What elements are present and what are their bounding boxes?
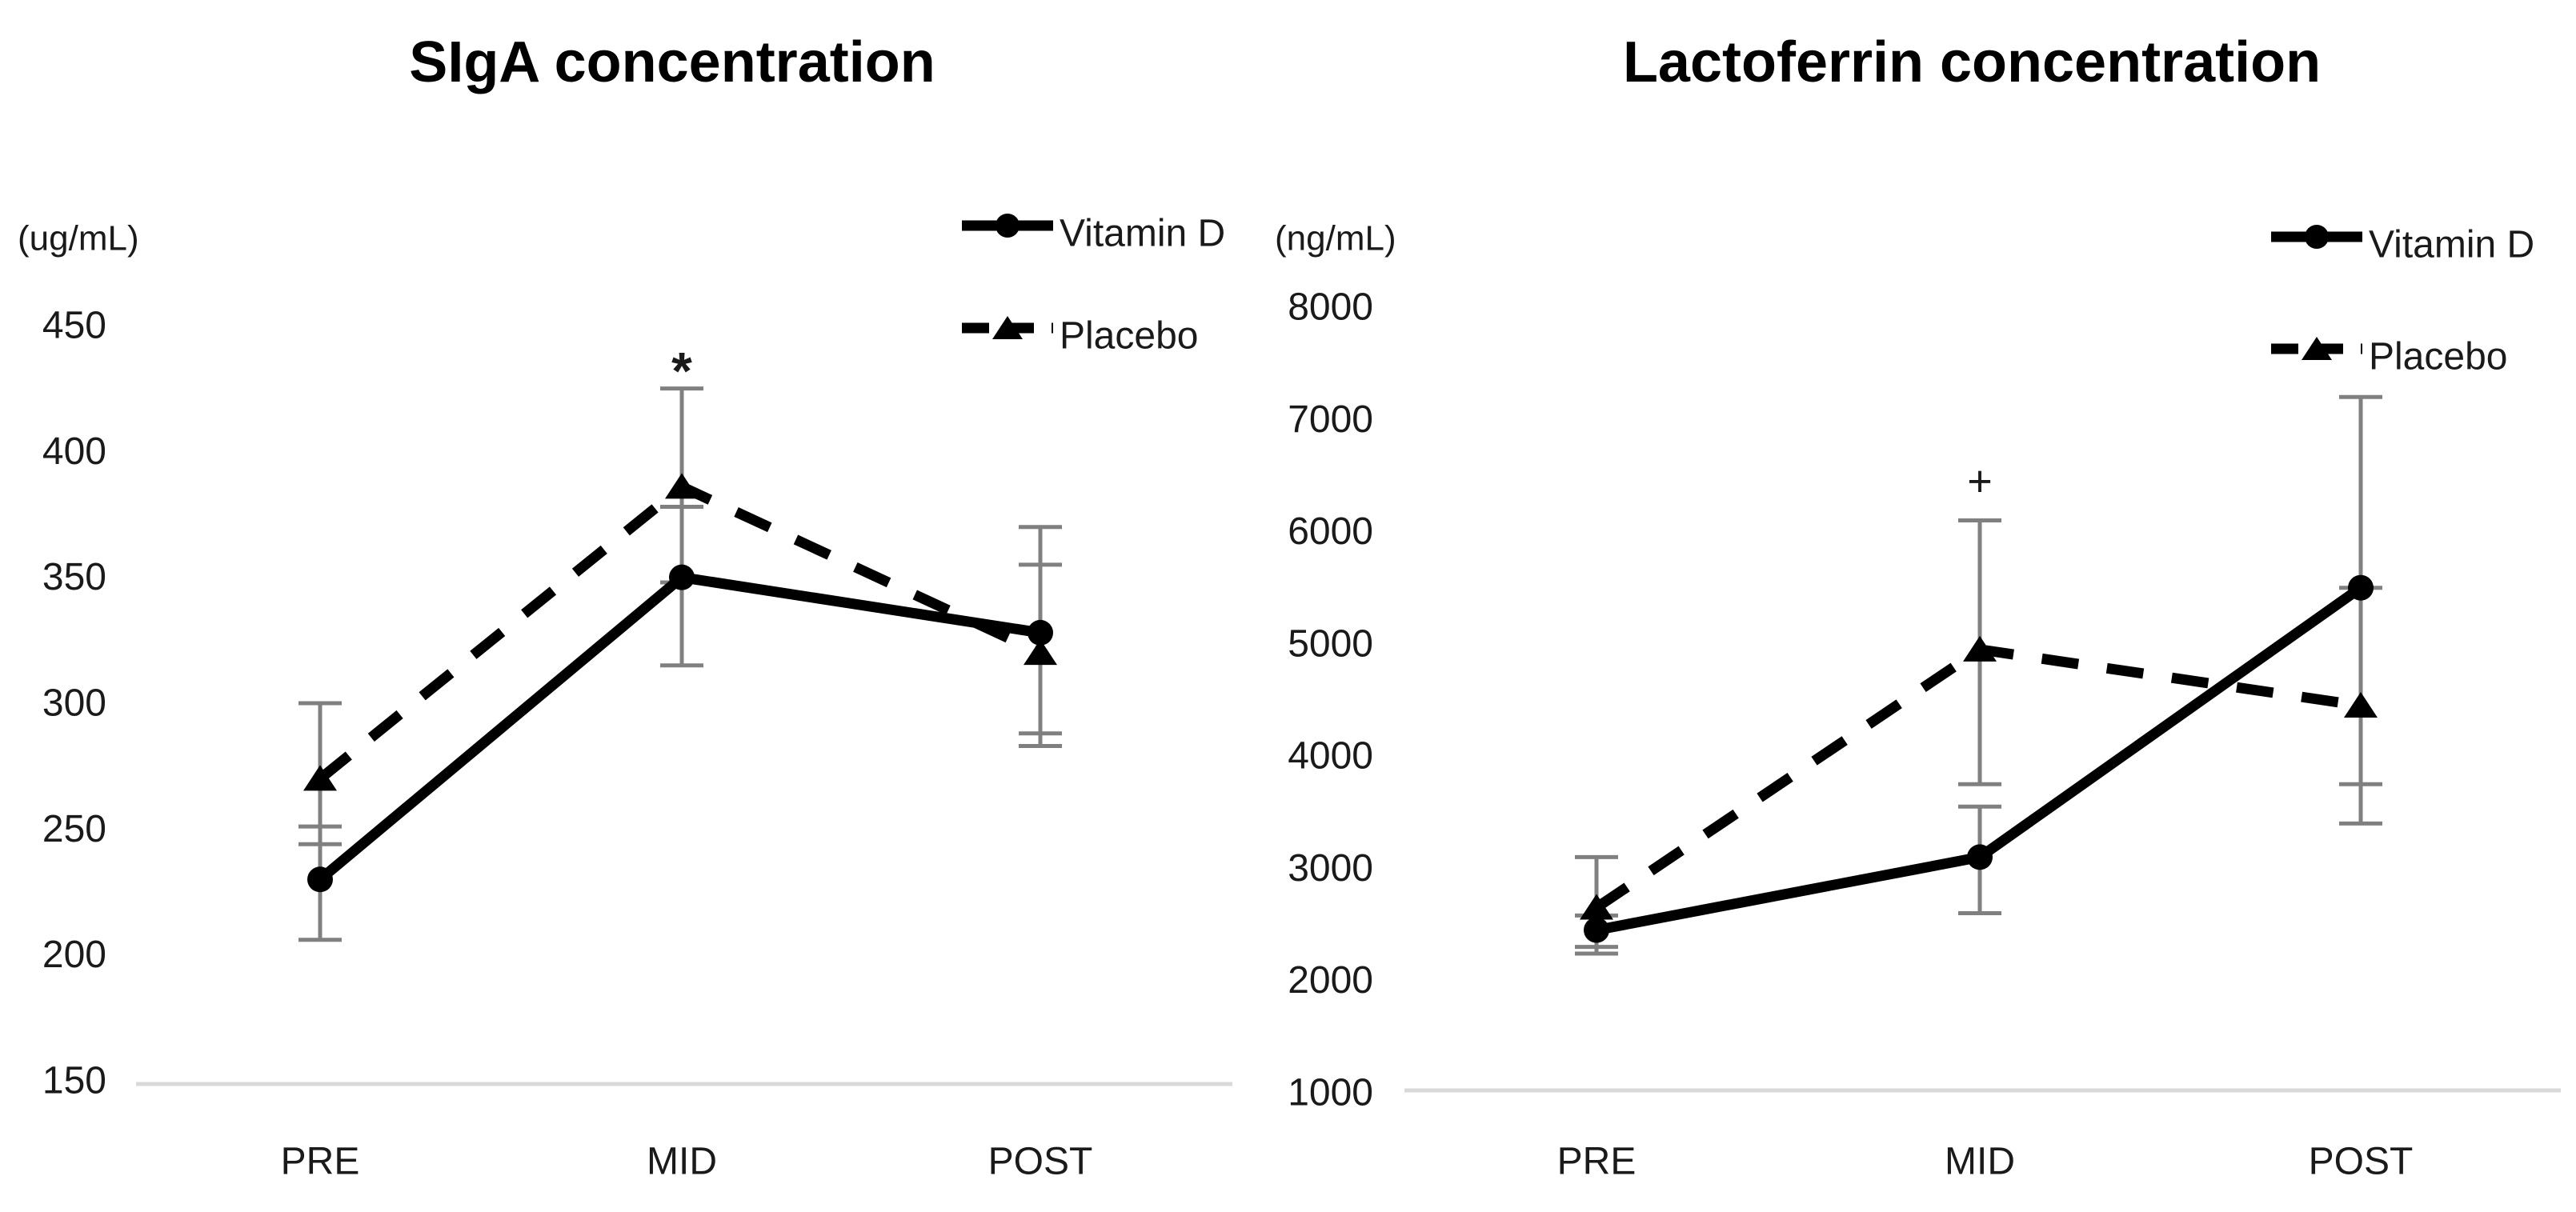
x-tick-label: POST — [988, 1141, 1093, 1183]
legend-label: Vitamin D — [1060, 213, 1225, 255]
circle-marker — [1584, 917, 1609, 943]
triangle-marker — [1963, 635, 1997, 662]
lactoferrin-chart: Lactoferrin concentration (ng/mL) 8000 7000… — [1275, 30, 2561, 1183]
triangle-marker — [665, 473, 699, 499]
circle-marker — [307, 866, 333, 893]
y-tick-label: 6000 — [1288, 510, 1373, 553]
y-tick-label: 450 — [42, 305, 106, 347]
error-bars — [298, 386, 1062, 942]
y-axis-unit-label: (ng/mL) — [1275, 219, 1396, 258]
triangle-marker — [303, 765, 337, 791]
x-tick-label: MID — [647, 1141, 717, 1183]
x-tick-label: POST — [2309, 1141, 2414, 1183]
triangle-marker — [1580, 894, 1613, 920]
legend-circle-marker — [996, 214, 1020, 238]
x-tick-label: PRE — [1557, 1141, 1637, 1183]
legend: Vitamin D Placebo — [962, 213, 1225, 358]
y-tick-label: 2000 — [1288, 959, 1373, 1002]
significance-marker: + — [1967, 457, 1993, 505]
placebo-series — [1580, 635, 2378, 920]
chart-title: SIgA concentration — [409, 30, 935, 94]
y-tick-label: 4000 — [1288, 735, 1373, 778]
vitamin-d-series — [1584, 574, 2374, 943]
y-tick-label: 200 — [42, 934, 106, 976]
y-tick-label: 400 — [42, 430, 106, 473]
y-tick-label: 8000 — [1288, 286, 1373, 329]
y-tick-label: 250 — [42, 808, 106, 850]
siga-chart: SIgA concentration (ug/mL) 450 400 350 300 250… — [18, 30, 1232, 1183]
x-axis-labels: PRE MID POST — [1557, 1141, 2414, 1183]
circle-marker — [1028, 619, 1053, 646]
y-tick-label: 150 — [42, 1060, 106, 1102]
legend-triangle-marker — [992, 316, 1023, 339]
y-axis-unit-label: (ug/mL) — [18, 219, 139, 258]
y-tick-label: 1000 — [1288, 1072, 1373, 1114]
y-tick-label: 3000 — [1288, 847, 1373, 890]
triangle-marker — [2344, 692, 2378, 718]
x-tick-label: MID — [1945, 1141, 2015, 1183]
circle-marker — [2348, 574, 2374, 601]
legend-circle-marker — [2305, 225, 2329, 249]
significance-marker: * — [671, 342, 692, 401]
y-axis-labels: 450 400 350 300 250 200 150 — [42, 305, 106, 1102]
legend-label: Placebo — [2369, 336, 2507, 378]
legend-triangle-marker — [2302, 337, 2332, 360]
legend: Vitamin D Placebo — [2271, 224, 2534, 378]
y-tick-label: 5000 — [1288, 622, 1373, 665]
circle-marker — [669, 564, 695, 590]
x-tick-label: PRE — [281, 1141, 360, 1183]
y-axis-labels: 8000 7000 6000 5000 4000 3000 2000 1000 — [1288, 286, 1373, 1114]
placebo-series — [303, 473, 1057, 791]
chart-title: Lactoferrin concentration — [1623, 30, 2321, 94]
y-tick-label: 350 — [42, 556, 106, 598]
legend-label: Placebo — [1060, 315, 1198, 358]
triangle-marker — [1024, 639, 1057, 666]
circle-marker — [1967, 844, 1993, 870]
legend-label: Vitamin D — [2369, 224, 2534, 266]
x-axis-labels: PRE MID POST — [281, 1141, 1093, 1183]
vitamin-d-series — [307, 564, 1053, 893]
y-tick-label: 7000 — [1288, 398, 1373, 441]
y-tick-label: 300 — [42, 682, 106, 725]
